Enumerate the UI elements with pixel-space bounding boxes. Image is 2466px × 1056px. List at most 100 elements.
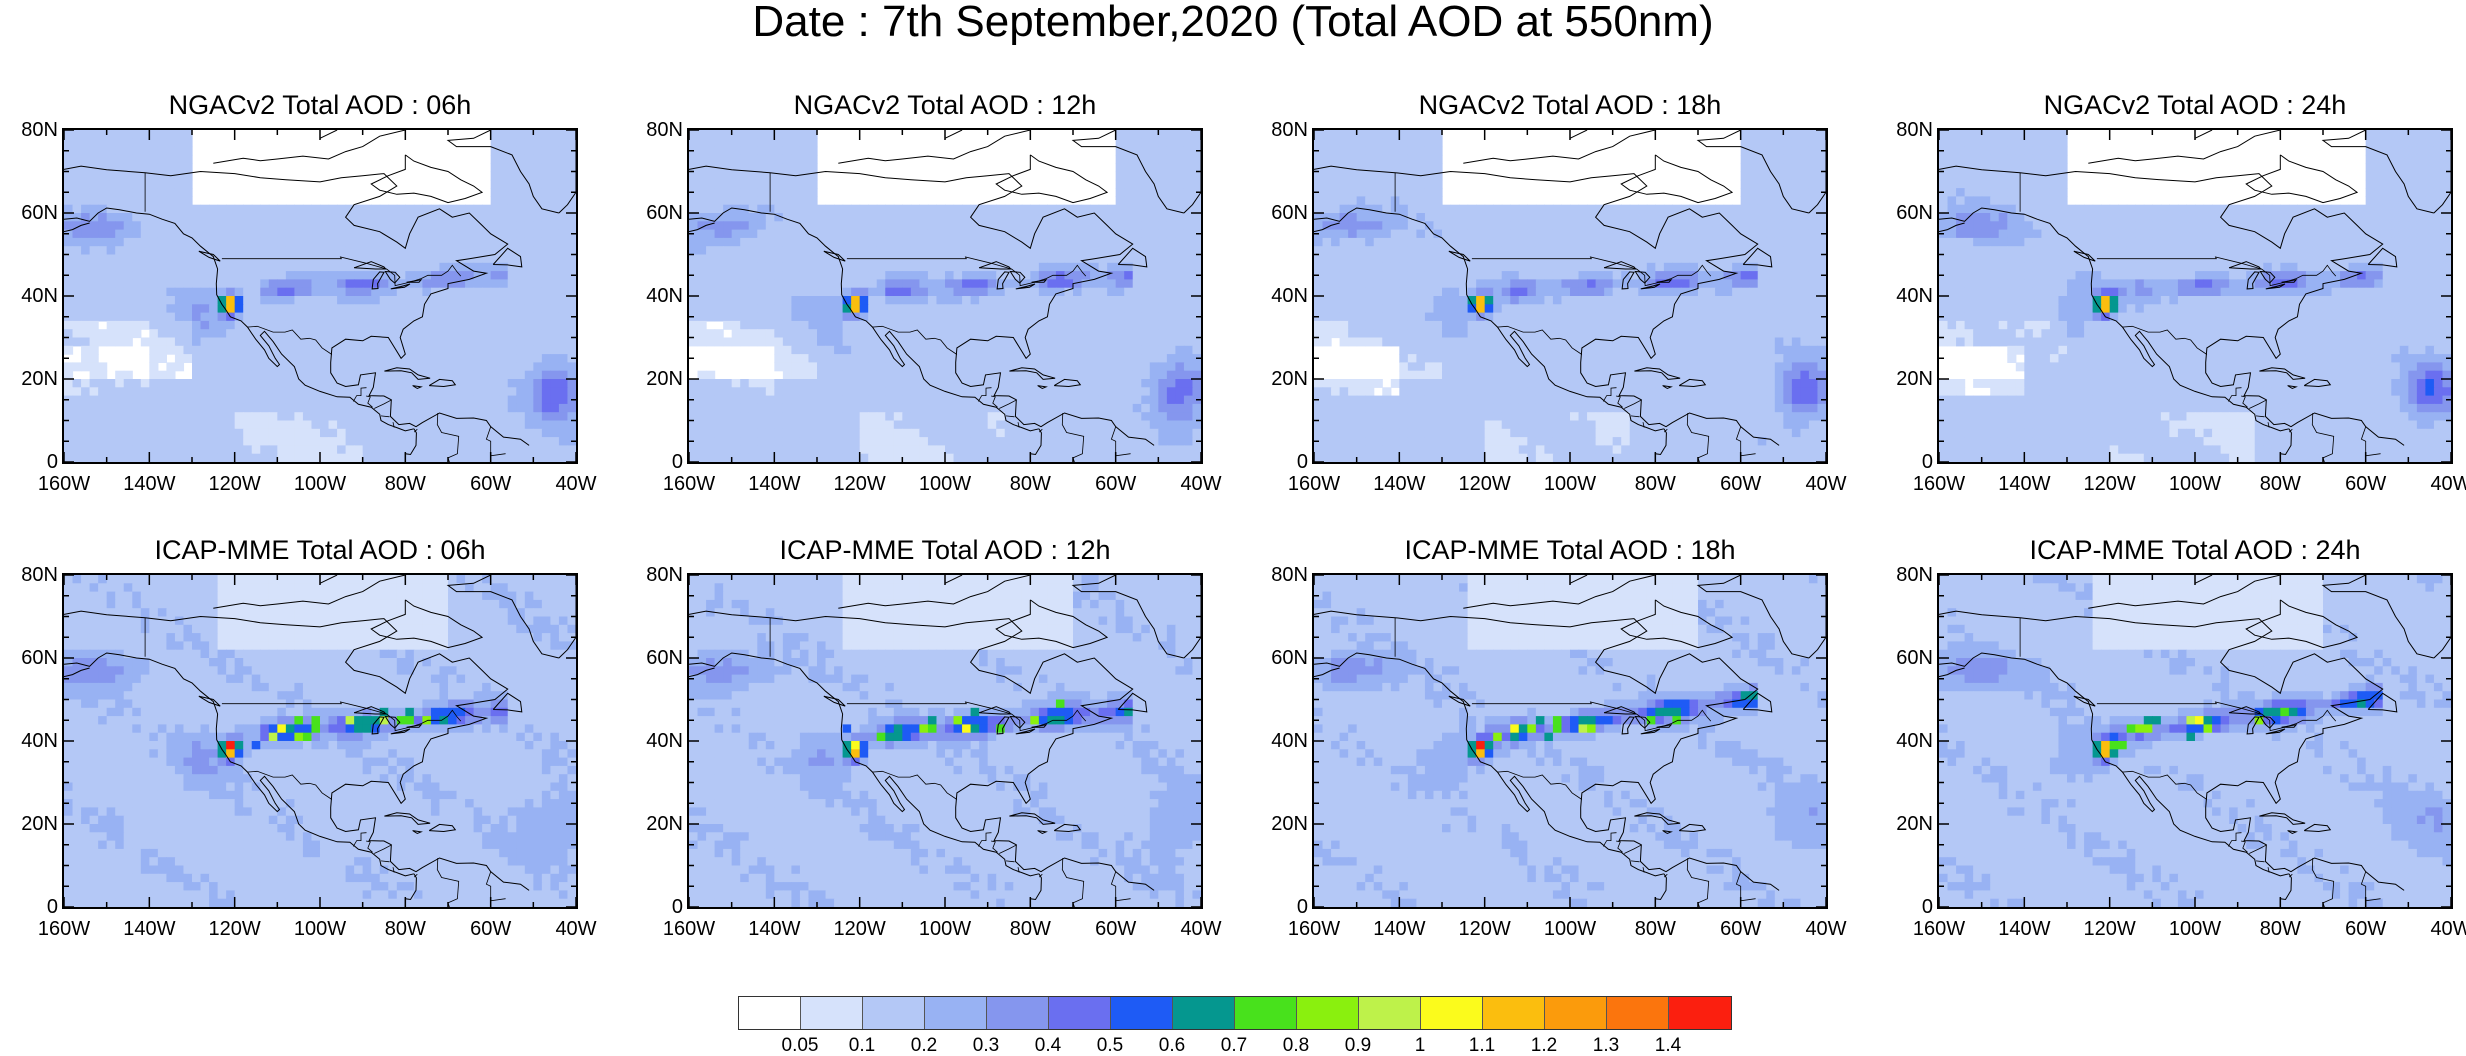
colorbar-swatch	[1111, 997, 1173, 1029]
lat-tick-label: 40N	[1271, 730, 1308, 752]
coastlines	[689, 130, 1201, 462]
lon-tick-label: 100W	[293, 473, 347, 495]
coastlines	[64, 130, 576, 462]
map-frame	[62, 128, 578, 464]
borders	[1394, 617, 1756, 907]
lon-tick-label: 140W	[1373, 473, 1426, 495]
lon-tick-label: 100W	[918, 918, 972, 940]
colorbar-swatch	[1359, 997, 1421, 1029]
lat-tick-label: 0	[1296, 896, 1308, 918]
lat-tick-label: 20N	[21, 368, 58, 390]
lon-tick-label: 80W	[384, 918, 426, 940]
colorbar-swatch	[863, 997, 925, 1029]
colorbar	[738, 996, 1732, 1030]
lat-tick-label: 80N	[1271, 564, 1308, 586]
lat-tick-label: 0	[1921, 896, 1933, 918]
map-panel: NGACv2 Total AOD : 24h 80N 60N 40N 20N 0 160W 1…	[1875, 90, 2466, 510]
lat-tick-label: 40N	[646, 285, 683, 307]
lon-tick-label: 100W	[918, 473, 972, 495]
lat-tick-label: 60N	[1271, 202, 1308, 224]
map-panel: ICAP-MME Total AOD : 12h 80N 60N 40N 20N 0 160…	[625, 535, 1221, 955]
coastlines	[1939, 575, 2451, 907]
lon-tick-label: 40W	[555, 918, 597, 940]
lat-tick-label: 0	[1296, 451, 1308, 473]
map-panel: NGACv2 Total AOD : 12h 80N 60N 40N 20N 0 160W 1…	[625, 90, 1221, 510]
aod-map	[1939, 130, 2451, 462]
lon-tick-label: 120W	[2083, 473, 2136, 495]
lon-tick-label: 140W	[748, 918, 801, 940]
lon-tick-label: 120W	[833, 473, 886, 495]
colorbar-swatch	[1669, 997, 1731, 1029]
borders	[2019, 617, 2381, 907]
lat-tick-label: 20N	[1896, 813, 1933, 835]
map-frame	[1312, 128, 1828, 464]
aod-map	[1314, 575, 1826, 907]
axis-ticks	[64, 130, 576, 462]
panel-title: ICAP-MME Total AOD : 12h	[779, 535, 1111, 565]
lon-tick-label: 140W	[123, 918, 176, 940]
lat-tick-label: 20N	[646, 368, 683, 390]
map-frame	[62, 573, 578, 909]
panel-title: ICAP-MME Total AOD : 06h	[154, 535, 486, 565]
lat-tick-label: 80N	[1896, 564, 1933, 586]
colorbar-label: 0.4	[1034, 1035, 1062, 1056]
colorbar-label: 1	[1414, 1035, 1426, 1056]
lon-tick-label: 40W	[1805, 918, 1847, 940]
lon-tick-label: 120W	[1458, 918, 1511, 940]
map-frame	[1937, 128, 2453, 464]
axis-ticks	[64, 575, 576, 907]
lon-tick-label: 160W	[1287, 473, 1341, 495]
coastlines	[1314, 130, 1826, 462]
lat-tick-label: 80N	[21, 564, 58, 586]
colorbar-swatch	[1297, 997, 1359, 1029]
lat-tick-label: 40N	[1896, 730, 1933, 752]
aod-map	[1314, 130, 1826, 462]
panel-title: NGACv2 Total AOD : 18h	[1418, 90, 1722, 120]
colorbar-label: 0.2	[910, 1035, 938, 1056]
map-panel: ICAP-MME Total AOD : 06h 80N 60N 40N 20N 0 160…	[0, 535, 596, 955]
lat-tick-label: 80N	[21, 119, 58, 141]
lat-tick-label: 0	[46, 451, 58, 473]
lon-tick-label: 100W	[293, 918, 347, 940]
colorbar-swatch	[1049, 997, 1111, 1029]
aod-field	[1939, 575, 2451, 907]
aod-field	[1314, 575, 1826, 907]
axis-ticks	[689, 575, 1201, 907]
lon-tick-label: 120W	[1458, 473, 1511, 495]
colorbar-swatch	[1421, 997, 1483, 1029]
map-frame	[1937, 573, 2453, 909]
colorbar-label: 0.05	[781, 1035, 819, 1056]
colorbar-swatch	[739, 997, 801, 1029]
lon-tick-label: 60W	[470, 473, 512, 495]
colorbar-label: 0.9	[1344, 1035, 1372, 1056]
lon-tick-label: 80W	[384, 473, 426, 495]
colorbar-swatch	[1483, 997, 1545, 1029]
map-panel: NGACv2 Total AOD : 06h 80N 60N 40N 20N 0 160W 1…	[0, 90, 596, 510]
aod-map	[64, 575, 576, 907]
axis-ticks	[1314, 130, 1826, 462]
lon-tick-label: 40W	[1805, 473, 1847, 495]
figure-title: Date : 7th September,2020 (Total AOD at …	[752, 0, 1714, 46]
colorbar-swatch	[1235, 997, 1297, 1029]
map-frame	[687, 128, 1203, 464]
lon-tick-label: 60W	[2345, 473, 2387, 495]
lon-tick-label: 140W	[1998, 473, 2051, 495]
lat-tick-label: 40N	[1896, 285, 1933, 307]
colorbar-label: 0.5	[1096, 1035, 1124, 1056]
coastlines	[1314, 575, 1826, 907]
lon-tick-label: 60W	[1095, 918, 1137, 940]
lon-tick-label: 160W	[1912, 918, 1966, 940]
lon-tick-label: 100W	[2168, 473, 2222, 495]
lat-tick-label: 80N	[646, 119, 683, 141]
panel-title: ICAP-MME Total AOD : 24h	[2029, 535, 2361, 565]
colorbar-swatch	[987, 997, 1049, 1029]
lon-tick-label: 120W	[208, 918, 261, 940]
lon-tick-label: 80W	[1009, 918, 1051, 940]
borders	[2019, 172, 2381, 462]
lon-tick-label: 40W	[555, 473, 597, 495]
panel-title: ICAP-MME Total AOD : 18h	[1404, 535, 1736, 565]
lat-tick-label: 60N	[21, 647, 58, 669]
lat-tick-label: 0	[671, 896, 683, 918]
lon-tick-label: 80W	[1634, 918, 1676, 940]
lon-tick-label: 160W	[1912, 473, 1966, 495]
